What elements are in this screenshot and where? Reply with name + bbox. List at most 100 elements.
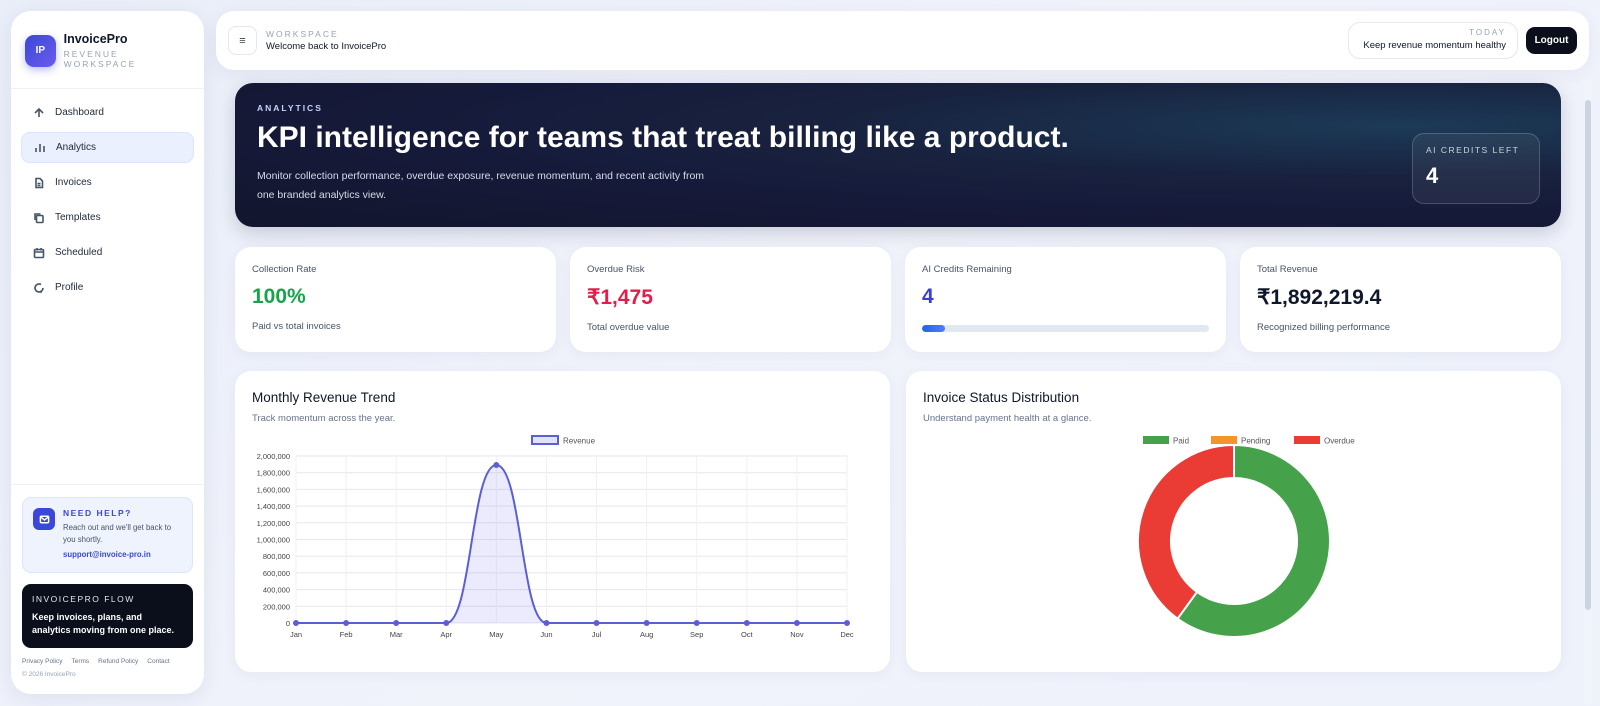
sidebar-item-scheduled[interactable]: Scheduled [21,237,194,268]
x-tick-label: Jan [290,630,302,639]
sidebar-bottom: NEED HELP? Reach out and we'll get back … [11,484,204,678]
revenue-trend-card: Monthly Revenue Trend Track momentum acr… [235,371,890,672]
sidebar-item-label: Invoices [55,177,92,188]
y-tick-label: 1,200,000 [257,519,290,528]
menu-icon: ≡ [239,34,246,47]
sidebar-item-label: Analytics [56,142,97,153]
data-point [593,620,600,626]
revenue-series-line [296,463,847,624]
x-tick-label: Mar [390,630,403,639]
kpi-card-collection-rate: Collection Rate 100% Paid vs total invoi… [235,247,556,352]
kpi-value: ₹1,475 [587,286,653,309]
sidebar-item-invoices[interactable]: Invoices [21,167,194,198]
data-point [793,620,800,626]
card-title: Invoice Status Distribution [923,390,1080,405]
sidebar-item-templates[interactable]: Templates [21,202,194,233]
card-title: Monthly Revenue Trend [252,390,396,405]
brand-subtitle: REVENUE WORKSPACE [63,49,137,69]
brand-logo[interactable]: IP [25,34,56,67]
copyright: © 2026 InvoicePro [22,671,76,678]
x-tick-label: Nov [790,630,804,639]
data-point [543,620,550,626]
flow-card: INVOICEPRO FLOW Keep invoices, plans, an… [22,584,193,648]
kpi-value: 4 [922,285,934,308]
flow-text: Keep invoices, plans, and analytics movi… [32,612,175,636]
scrollbar-thumb[interactable] [1585,100,1591,610]
legend-label-overdue: Overdue [1324,437,1355,446]
slice-overdue [1137,443,1235,621]
welcome-text: Welcome back to InvoicePro [266,41,387,52]
kpi-subtext: Total overdue value [587,322,670,333]
dashboard-icon [33,107,45,119]
status-doughnut-chart: Paid Pending Overdue [1137,436,1355,638]
legend-swatch-pending [1211,436,1237,444]
refund-policy-link[interactable]: Refund Policy [98,658,139,665]
x-tick-label: Aug [640,630,653,639]
help-text: Reach out and we'll get back to you shor… [63,523,172,545]
contact-link[interactable]: Contact [147,658,170,665]
ai-credits-box: AI CREDITS LEFT 4 [1412,133,1540,204]
kpi-card-total-revenue: Total Revenue ₹1,892,219.4 Recognized bi… [1240,247,1561,352]
sidebar: IP InvoicePro REVENUE WORKSPACE Dashboar… [11,11,204,694]
x-tick-label: Jul [592,630,602,639]
today-label: TODAY [1469,28,1506,37]
data-point [293,620,299,626]
page-title: KPI intelligence for teams that treat bi… [257,121,1069,154]
card-subtitle: Understand payment health at a glance. [923,413,1092,424]
x-tick-label: Dec [840,630,854,639]
y-tick-label: 600,000 [263,569,290,578]
main-scrollbar[interactable] [1584,80,1592,706]
y-tick-label: 200,000 [263,602,290,611]
ai-credits-value: 4 [1426,163,1439,188]
kpi-label: AI Credits Remaining [922,264,1012,275]
x-tick-label: Oct [741,630,754,639]
legend-swatch-paid [1143,436,1169,444]
y-tick-label: 2,000,000 [257,452,290,461]
y-tick-label: 800,000 [263,552,290,561]
logout-button[interactable]: Logout [1526,27,1577,54]
revenue-area-fill [296,464,847,623]
sidebar-item-dashboard[interactable]: Dashboard [21,97,194,128]
sidebar-item-analytics[interactable]: Analytics [21,132,194,163]
kpi-label: Collection Rate [252,264,317,275]
data-point [393,620,400,626]
workspace-label: WORKSPACE [266,29,339,39]
support-email-link[interactable]: support@invoice-pro.in [63,549,151,559]
data-point [443,620,450,626]
slice-paid [1176,443,1331,638]
x-tick-label: Jun [540,630,552,639]
y-tick-label: 1,000,000 [257,536,290,545]
footer-links: Privacy Policy Terms Refund Policy Conta… [22,658,193,665]
card-subtitle: Track momentum across the year. [252,413,396,424]
y-tick-label: 400,000 [263,586,290,595]
brand-name: InvoicePro [63,32,128,46]
kpi-label: Overdue Risk [587,264,645,275]
calendar-icon [33,247,45,259]
legend-swatch-overdue [1294,436,1320,444]
data-point [844,620,850,626]
terms-link[interactable]: Terms [71,658,90,665]
today-box: TODAY Keep revenue momentum healthy [1348,22,1518,59]
file-icon [33,177,45,189]
x-tick-label: Feb [340,630,353,639]
data-point [643,620,650,626]
flow-title: INVOICEPRO FLOW [32,594,135,604]
sidebar-item-profile[interactable]: Profile [21,272,194,303]
y-tick-label: 1,400,000 [257,502,290,511]
sidebar-item-label: Templates [55,212,101,223]
kpi-subtext: Recognized billing performance [1257,322,1391,333]
sidebar-item-label: Dashboard [55,107,104,118]
kpi-value: 100% [252,285,306,308]
top-header: ≡ WORKSPACE Welcome back to InvoicePro T… [216,11,1589,70]
menu-toggle-button[interactable]: ≡ [228,26,257,55]
kpi-card-ai-credits: AI Credits Remaining 4 [905,247,1226,352]
x-tick-label: Apr [440,630,452,639]
ai-credits-label: AI CREDITS LEFT [1426,145,1520,155]
privacy-policy-link[interactable]: Privacy Policy [22,658,63,665]
mail-icon [33,508,55,530]
revenue-line-chart: Revenue 0 200,000 400,000 600,000 800,000 1,00… [257,435,854,639]
profile-icon [33,282,45,294]
legend-swatch-revenue [531,435,559,445]
y-tick-label: 1,800,000 [257,469,290,478]
sidebar-nav: Dashboard Analytics Invoices Templates S… [11,89,204,315]
